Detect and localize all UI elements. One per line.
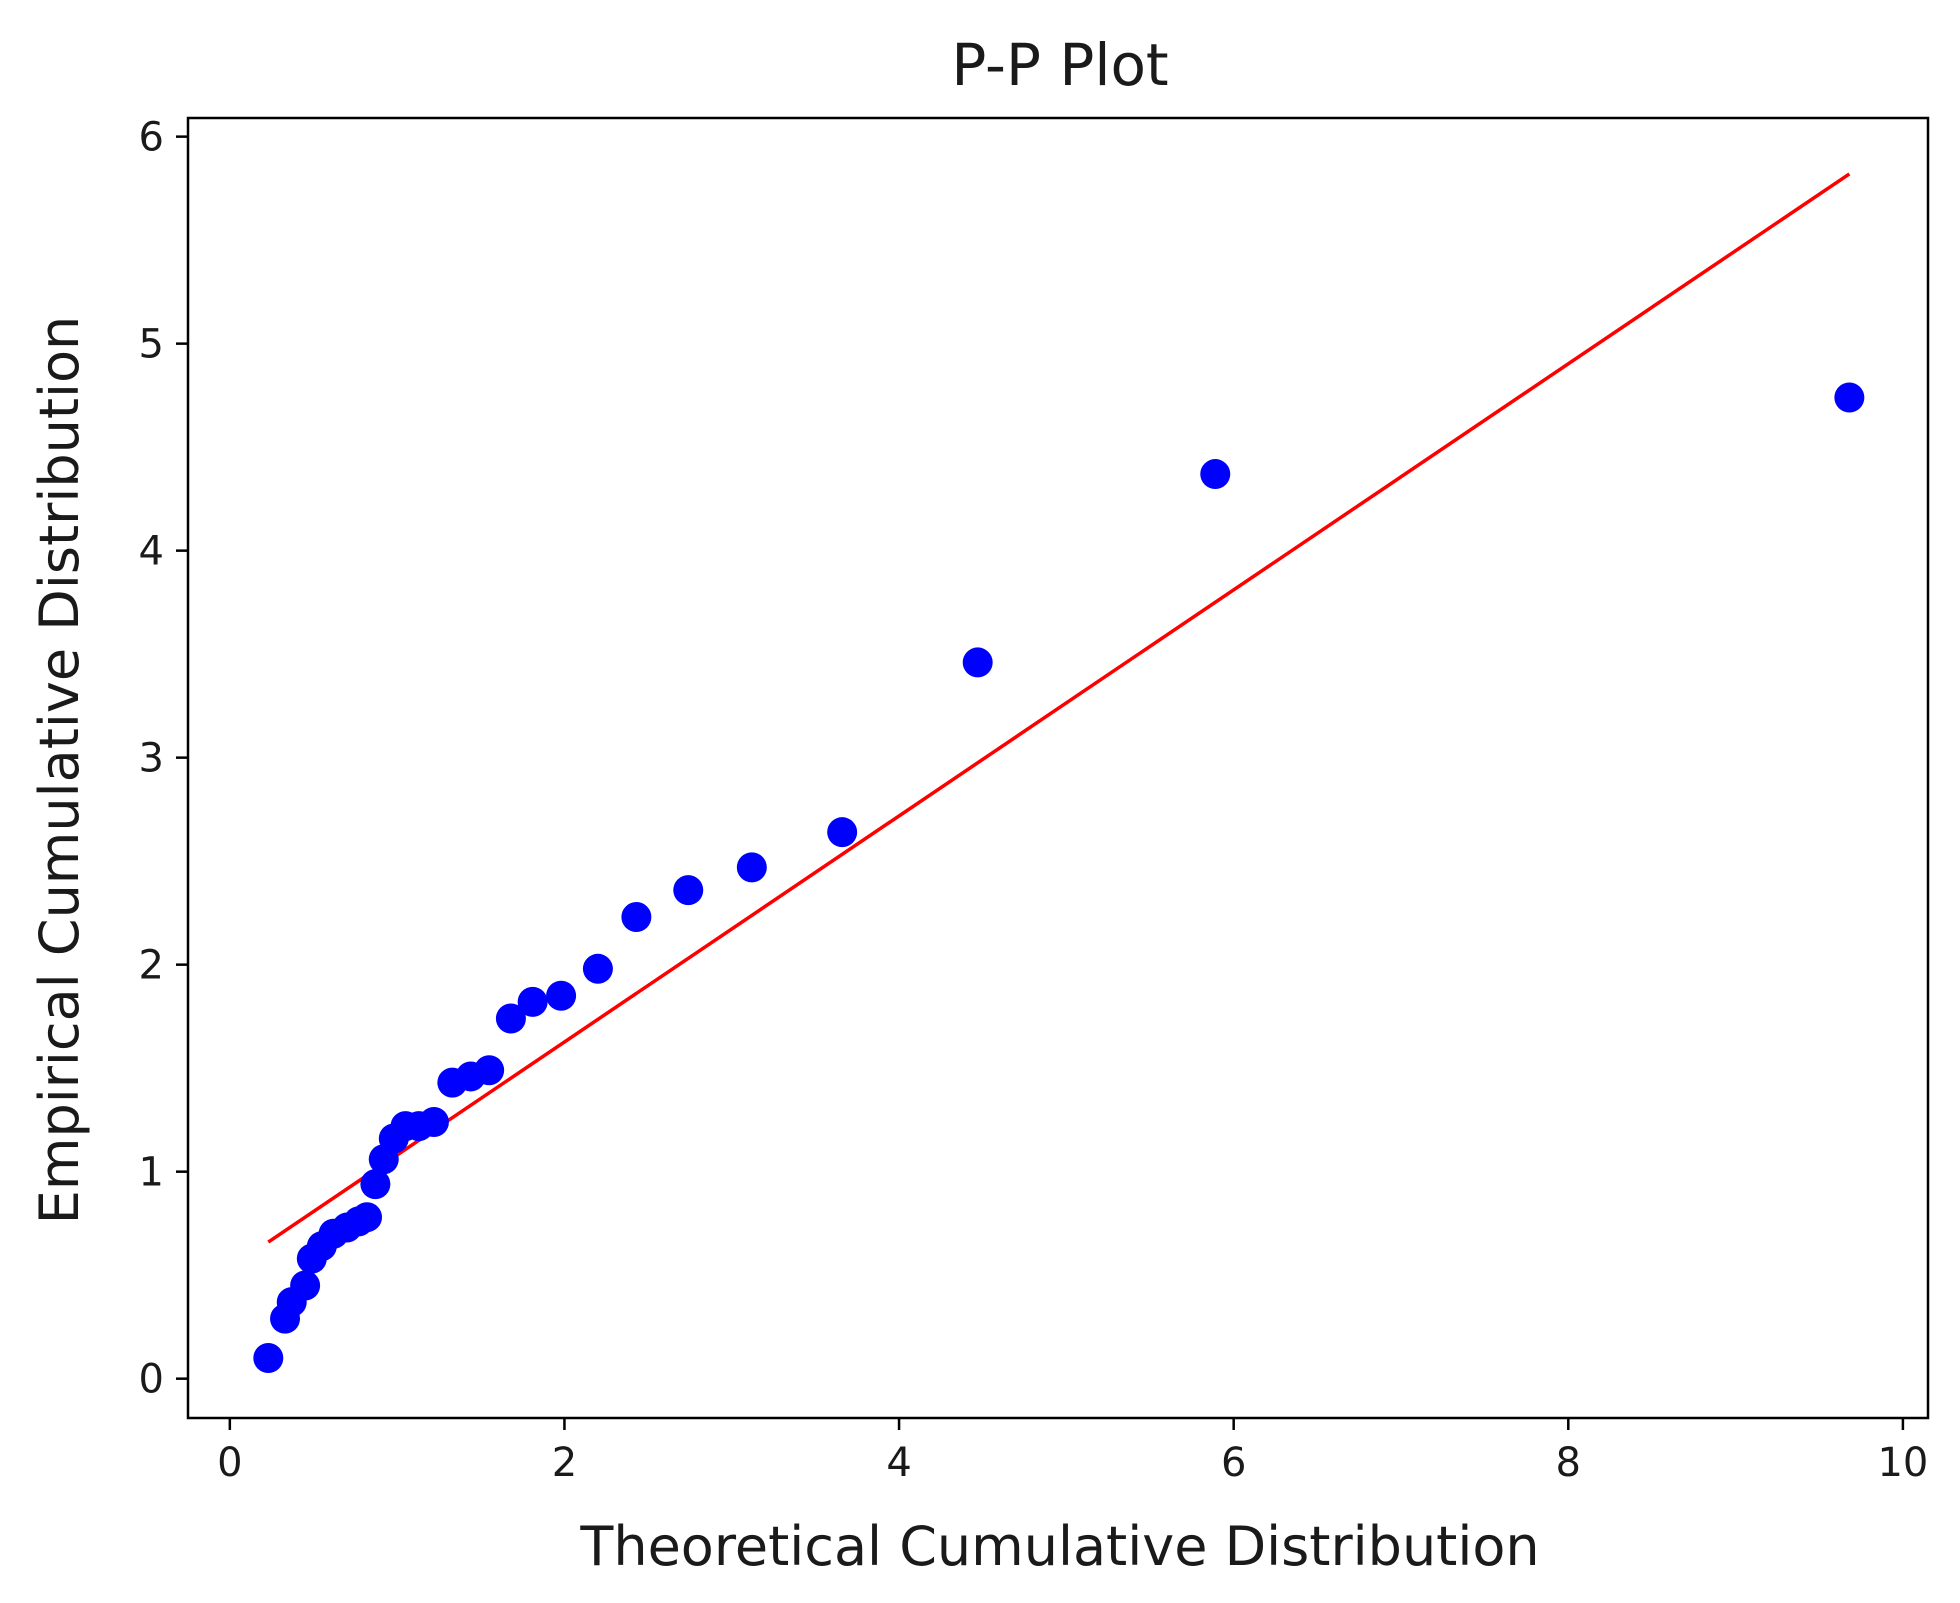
y-tick-label: 6 <box>139 115 164 161</box>
x-tick-label: 2 <box>552 1440 577 1486</box>
data-point <box>418 1106 449 1137</box>
x-axis-ticks: 0 2 4 6 8 10 <box>217 1418 1928 1486</box>
x-axis-label: Theoretical Cumulative Distribution <box>579 1515 1539 1578</box>
chart-title: P-P Plot <box>951 31 1168 99</box>
data-point <box>736 852 767 883</box>
data-point <box>546 980 577 1011</box>
fit-line <box>267 172 1851 1244</box>
x-tick-label: 0 <box>217 1440 242 1486</box>
y-tick-label: 2 <box>139 943 164 989</box>
data-point <box>827 817 858 848</box>
data-points <box>253 382 1865 1373</box>
plot-frame <box>186 116 1930 1420</box>
data-point <box>495 1003 526 1034</box>
data-point <box>673 875 704 906</box>
y-tick-label: 5 <box>139 322 164 368</box>
y-tick-label: 4 <box>139 529 164 575</box>
data-point <box>253 1342 284 1373</box>
y-tick-label: 1 <box>139 1150 164 1196</box>
x-tick-label: 4 <box>886 1440 911 1486</box>
data-point <box>517 986 548 1017</box>
data-point <box>582 953 613 984</box>
data-point <box>962 647 993 678</box>
data-point <box>352 1202 383 1233</box>
y-axis-label: Empirical Cumulative Distribution <box>28 316 91 1225</box>
data-point <box>1200 459 1231 490</box>
y-axis-ticks: 0 1 2 3 4 5 6 <box>139 115 188 1403</box>
data-point <box>621 902 652 933</box>
data-point <box>474 1055 505 1086</box>
x-tick-label: 6 <box>1221 1440 1246 1486</box>
x-tick-label: 8 <box>1556 1440 1581 1486</box>
y-tick-label: 0 <box>139 1357 164 1403</box>
data-point <box>360 1169 391 1200</box>
data-point <box>290 1270 321 1301</box>
x-tick-label: 10 <box>1877 1440 1928 1486</box>
data-point <box>1834 382 1865 413</box>
y-tick-label: 3 <box>139 736 164 782</box>
